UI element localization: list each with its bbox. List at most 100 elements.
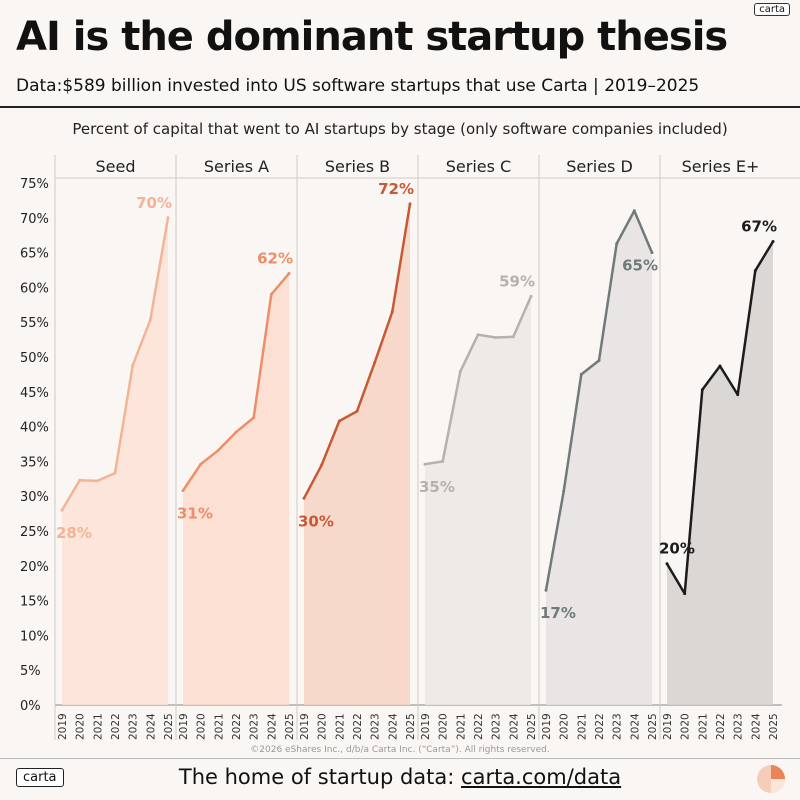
x-tick-label: 2024 — [266, 713, 278, 740]
x-tick-label: 2023 — [733, 713, 745, 740]
x-tick-label: 2025 — [768, 713, 780, 740]
x-tick-label: 2023 — [612, 713, 624, 740]
series-area — [425, 296, 531, 705]
y-tick-label: 5% — [20, 664, 41, 679]
data-point — [390, 310, 394, 314]
series-area — [304, 203, 410, 705]
y-tick-label: 10% — [20, 629, 49, 644]
x-tick-label: 2024 — [750, 713, 762, 740]
data-point — [148, 318, 152, 322]
data-point — [287, 272, 291, 275]
copyright-text: ©2026 eShares Inc., d/b/a Carta Inc. (“C… — [250, 745, 550, 755]
data-point — [476, 333, 480, 337]
data-label: 70% — [136, 194, 172, 212]
carta-logo-bottom[interactable]: carta — [16, 768, 64, 787]
x-tick-label: 2019 — [541, 713, 553, 740]
data-point — [736, 393, 740, 397]
carta-brand-icon — [757, 765, 785, 793]
data-point — [632, 209, 636, 213]
x-tick-label: 2025 — [405, 713, 417, 740]
x-tick-label: 2024 — [508, 713, 520, 740]
series-area — [62, 217, 168, 706]
data-point — [423, 462, 427, 466]
footer-divider — [0, 758, 800, 759]
data-point — [408, 202, 412, 206]
y-tick-label: 30% — [20, 490, 49, 505]
y-tick-label: 20% — [20, 560, 49, 575]
x-tick-label: 2019 — [662, 713, 674, 740]
x-tick-label: 2024 — [387, 713, 399, 740]
data-point — [511, 335, 515, 339]
series-area — [183, 273, 289, 705]
x-tick-label: 2025 — [163, 713, 175, 740]
data-point — [302, 496, 306, 500]
panel-title: Series E+ — [682, 157, 760, 176]
panel-title: Seed — [96, 157, 136, 176]
data-label: 67% — [741, 217, 777, 235]
data-point — [597, 359, 601, 362]
series-area — [546, 210, 652, 706]
panel-title: Series C — [446, 157, 511, 176]
data-point — [113, 471, 117, 475]
data-label: 72% — [378, 180, 414, 198]
data-point — [199, 462, 203, 466]
data-point — [320, 463, 324, 467]
data-point — [494, 336, 498, 339]
data-point — [718, 364, 722, 368]
x-tick-label: 2019 — [299, 713, 311, 740]
data-point — [234, 430, 238, 434]
data-point — [544, 588, 548, 592]
x-tick-label: 2020 — [680, 713, 692, 740]
y-tick-label: 50% — [20, 351, 49, 366]
x-tick-label: 2022 — [231, 713, 243, 740]
x-tick-label: 2024 — [145, 713, 157, 740]
x-tick-label: 2023 — [128, 713, 140, 740]
data-point — [700, 388, 704, 392]
data-point — [441, 459, 445, 463]
x-tick-label: 2022 — [473, 713, 485, 740]
data-point — [252, 416, 256, 420]
data-point — [529, 294, 533, 298]
data-point — [269, 292, 273, 296]
data-point — [131, 363, 135, 367]
y-tick-label: 55% — [20, 316, 49, 331]
y-tick-label: 0% — [20, 699, 41, 714]
data-label: 31% — [177, 505, 213, 523]
data-point — [373, 361, 377, 365]
x-tick-label: 2023 — [491, 713, 503, 740]
x-tick-label: 2025 — [284, 713, 296, 740]
page-title: AI is the dominant startup thesis — [16, 14, 728, 60]
data-point — [458, 370, 462, 374]
y-tick-label: 60% — [20, 281, 49, 296]
page-subtitle: Data:$589 billion invested into US softw… — [16, 76, 700, 96]
data-label: 59% — [499, 272, 535, 290]
x-tick-label: 2019 — [420, 713, 432, 740]
x-tick-label: 2023 — [249, 713, 261, 740]
x-tick-label: 2021 — [334, 713, 346, 740]
y-tick-label: 15% — [20, 595, 49, 610]
x-tick-label: 2019 — [178, 713, 190, 740]
data-point — [181, 489, 185, 493]
data-label: 62% — [257, 249, 293, 267]
x-tick-label: 2021 — [697, 713, 709, 740]
data-label: 65% — [622, 257, 658, 275]
x-tick-label: 2023 — [370, 713, 382, 740]
data-point — [355, 409, 359, 413]
x-tick-label: 2020 — [196, 713, 208, 740]
y-tick-label: 40% — [20, 421, 49, 436]
x-tick-label: 2022 — [110, 713, 122, 740]
x-tick-label: 2021 — [455, 713, 467, 740]
data-label: 17% — [540, 604, 576, 622]
data-point — [753, 269, 757, 273]
footer-link[interactable]: carta.com/data — [461, 765, 622, 789]
data-point — [665, 562, 669, 566]
x-tick-label: 2021 — [92, 713, 104, 740]
y-tick-label: 45% — [20, 386, 49, 401]
x-tick-label: 2025 — [526, 713, 538, 740]
data-point — [562, 489, 566, 493]
data-point — [337, 419, 341, 423]
data-point — [650, 251, 654, 255]
y-tick-label: 75% — [20, 177, 49, 192]
x-tick-label: 2020 — [317, 713, 329, 740]
footer: The home of startup data: carta.com/data — [0, 765, 800, 789]
